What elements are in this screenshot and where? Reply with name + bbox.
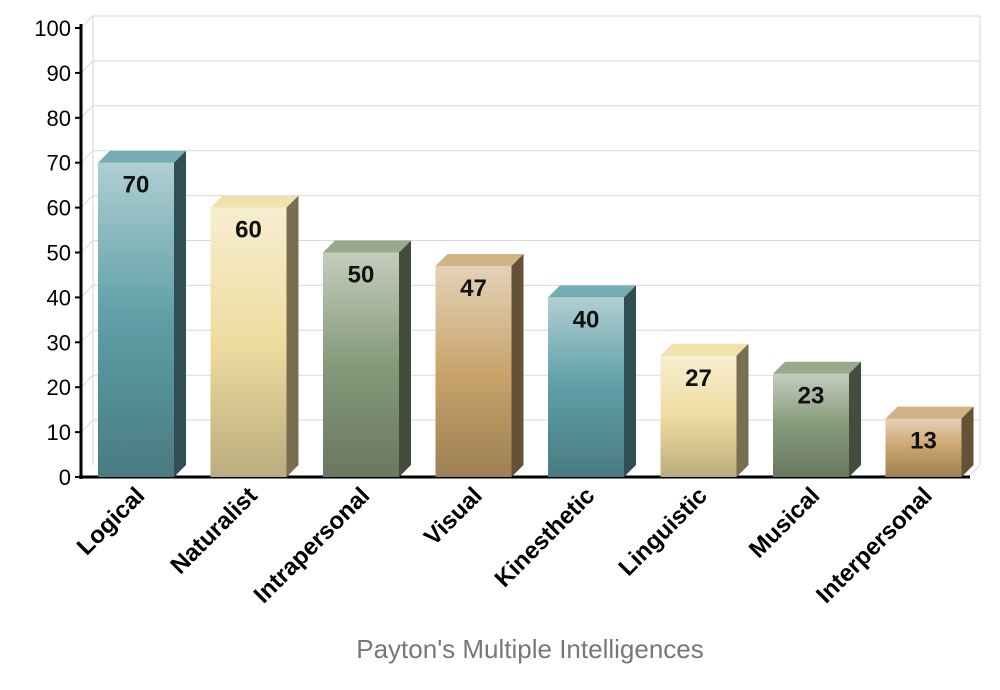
bar-side <box>849 361 861 477</box>
bar-top <box>435 253 524 266</box>
bar-side <box>399 240 411 477</box>
bar-top <box>548 285 636 298</box>
gridline-side <box>80 285 94 298</box>
bar-linguistic <box>660 343 749 477</box>
x-tick-label: Kinesthetic <box>490 482 601 593</box>
y-tick-label: 40 <box>47 285 71 310</box>
bar-visual <box>435 253 524 477</box>
y-tick-label: 20 <box>47 375 71 400</box>
x-tick-label: Naturalist <box>165 482 262 579</box>
bar-side <box>286 195 299 477</box>
bar-front <box>773 373 849 477</box>
bar-front <box>660 355 737 477</box>
gridline-side <box>80 419 94 433</box>
gridline-side <box>80 195 94 208</box>
bar-top <box>323 240 411 253</box>
bars <box>98 150 974 477</box>
gridline-side <box>80 15 94 29</box>
gridline-side <box>80 374 94 388</box>
bar-side <box>624 285 636 477</box>
x-axis-title: Payton's Multiple Intelligences <box>356 634 703 664</box>
gridline-side <box>80 240 94 253</box>
y-tick-label: 10 <box>47 420 71 445</box>
x-tick-label: Linguistic <box>614 482 713 581</box>
bar-top <box>773 361 861 374</box>
data-label: 70 <box>123 172 150 199</box>
gridline-side <box>80 150 94 164</box>
y-tick-label: 90 <box>47 61 71 86</box>
x-tick-label: Logical <box>72 482 150 560</box>
x-tick-label: Intrapersonal <box>249 482 376 609</box>
x-tick-label: Musical <box>744 482 825 563</box>
bar-logical <box>98 150 186 477</box>
y-tick-label: 100 <box>34 16 71 41</box>
gridline-side <box>80 329 94 343</box>
data-label: 23 <box>798 383 825 410</box>
bar-side <box>961 406 974 477</box>
bar-top <box>660 343 749 356</box>
bar-side <box>736 343 749 477</box>
data-label: 60 <box>235 217 262 244</box>
bar-musical <box>773 361 861 477</box>
value-labels: 70 60 50 47 40 27 23 13 <box>123 172 937 455</box>
bar-intrapersonal <box>323 240 411 477</box>
y-axis-ticks: 0 10 20 30 40 50 60 70 80 90 100 <box>34 16 81 490</box>
bar-side <box>174 150 186 477</box>
data-label: 47 <box>460 275 487 302</box>
x-tick-label: Interpersonal <box>811 482 938 609</box>
y-tick-label: 0 <box>59 465 71 490</box>
bar-front <box>548 297 624 477</box>
floor-right-edge <box>967 464 981 478</box>
y-tick-label: 60 <box>47 196 71 221</box>
bar-front <box>323 252 399 477</box>
data-label: 50 <box>348 262 375 289</box>
bar-side <box>511 253 524 477</box>
data-label: 27 <box>685 365 712 392</box>
bar-front <box>210 207 287 477</box>
bar-interpersonal <box>885 406 974 477</box>
y-tick-label: 50 <box>47 241 71 266</box>
bar-top <box>98 150 186 163</box>
gridline-side <box>80 60 94 74</box>
x-tick-label: Visual <box>419 482 488 551</box>
bar-front <box>885 418 962 477</box>
bar-naturalist <box>210 195 299 477</box>
bar-top <box>210 195 299 208</box>
bar-front <box>98 162 174 477</box>
data-label: 40 <box>573 306 600 333</box>
bar-front <box>435 265 512 477</box>
y-tick-label: 70 <box>47 151 71 176</box>
y-tick-label: 80 <box>47 106 71 131</box>
gridline-side <box>80 105 94 119</box>
bar-kinesthetic <box>548 285 636 477</box>
bar-top <box>885 406 974 419</box>
data-label: 13 <box>910 428 937 455</box>
y-tick-label: 30 <box>47 330 71 355</box>
